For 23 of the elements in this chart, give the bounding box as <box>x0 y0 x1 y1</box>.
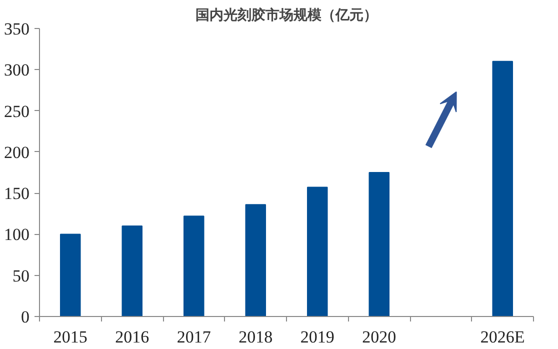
y-tick-label: 0 <box>21 308 30 326</box>
y-tick-label: 300 <box>4 60 30 80</box>
bar <box>368 172 390 316</box>
bar <box>306 186 328 316</box>
y-tick-label: 100 <box>4 225 30 244</box>
y-tick-label: 150 <box>4 184 30 204</box>
x-tick-label: 2026E <box>480 328 525 346</box>
y-tick-label: 200 <box>4 142 30 162</box>
x-tick-label: 2018 <box>238 328 273 346</box>
bar <box>183 216 204 316</box>
bar <box>245 204 266 316</box>
y-tick-label: 250 <box>4 102 30 121</box>
bar <box>492 60 514 316</box>
bar <box>122 225 143 316</box>
y-tick-label: 50 <box>12 266 30 286</box>
x-tick-label: 2019 <box>300 328 334 346</box>
chart-title: 国内光刻胶市场规模（亿元） <box>196 6 378 24</box>
x-tick-label: 2016 <box>115 328 150 346</box>
x-tick-label: 2020 <box>362 328 396 346</box>
y-tick-label: 350 <box>4 20 30 38</box>
bar <box>60 234 81 316</box>
x-tick-label: 2017 <box>176 328 212 346</box>
x-tick-label: 2015 <box>53 328 88 346</box>
